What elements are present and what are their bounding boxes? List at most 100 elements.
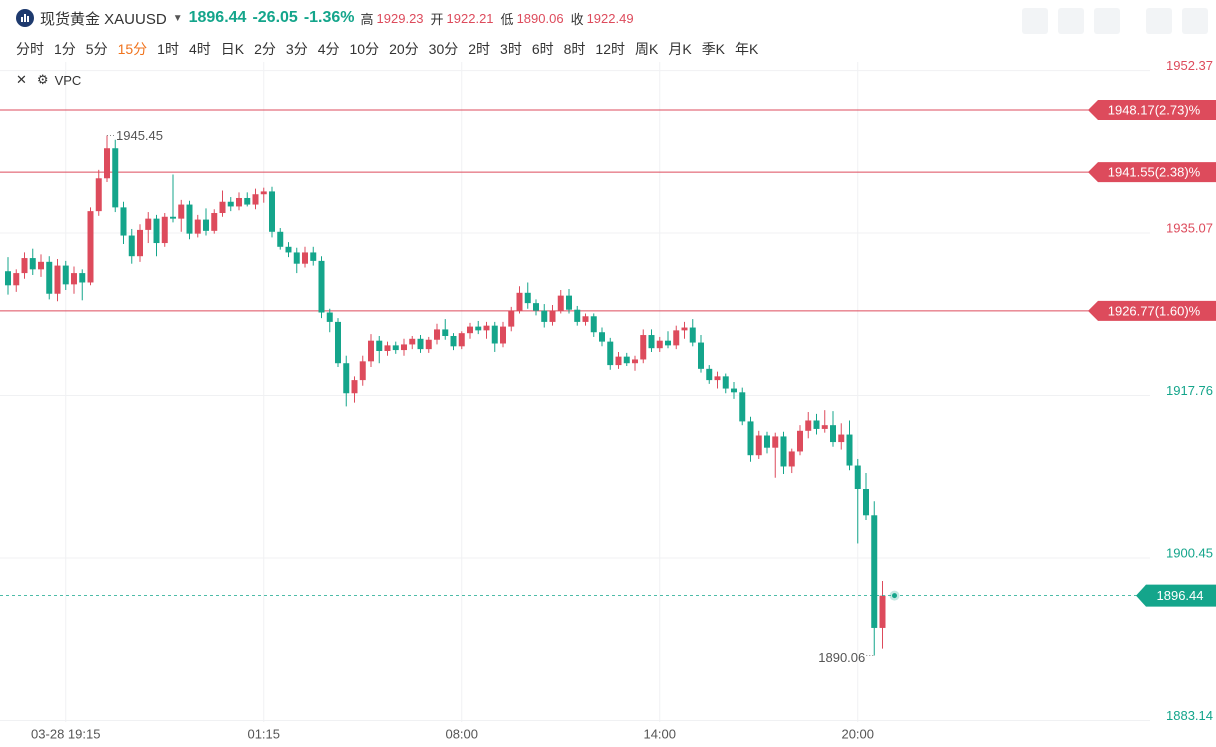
interval-tab[interactable]: 4时	[188, 41, 211, 57]
price-line-tag	[1088, 100, 1216, 121]
high-label: 1945.45	[116, 128, 163, 143]
candle-body	[706, 368, 713, 381]
candle-body	[813, 420, 820, 429]
candle-body	[285, 246, 292, 253]
interval-tab[interactable]: 2时	[468, 41, 491, 57]
candle-body	[788, 451, 795, 467]
x-tick-label: 03-28 19:15	[31, 726, 100, 741]
logo	[16, 9, 34, 27]
candle-body	[343, 363, 350, 394]
stat-value: 1922.49	[586, 10, 634, 26]
interval-tab[interactable]: 4分	[317, 41, 340, 57]
candle-body	[384, 345, 391, 352]
interval-tab[interactable]: 5分	[85, 41, 108, 57]
interval-tab[interactable]: 12时	[595, 41, 625, 57]
candle-body	[71, 273, 77, 285]
interval-tab[interactable]: 月K	[668, 41, 692, 57]
indicator: VPC	[54, 72, 82, 88]
last-price-dot	[892, 593, 897, 599]
change: -26.05	[252, 9, 298, 26]
candle-body	[450, 335, 457, 347]
interval-tab[interactable]: 年K	[735, 41, 759, 57]
icon[interactable]	[1022, 8, 1048, 34]
interval-tab[interactable]: 3分	[285, 41, 308, 57]
candle-body	[236, 197, 242, 207]
icon[interactable]	[1094, 8, 1120, 34]
candle-body	[500, 326, 506, 344]
candle-body	[838, 434, 845, 443]
candle-body	[508, 310, 515, 327]
x-tick-label: 01:15	[247, 726, 280, 741]
x-tick-label: 14:00	[643, 726, 676, 741]
candle-body	[533, 303, 539, 311]
candle-body	[648, 335, 655, 349]
candle-body	[566, 295, 572, 310]
candle-body	[590, 316, 597, 333]
x-tick-label: 20:00	[841, 726, 874, 741]
interval-tab[interactable]: 3时	[500, 41, 522, 57]
interval-tab[interactable]: 20分	[389, 41, 419, 57]
candle-body	[623, 356, 630, 364]
last-price-tag	[1136, 584, 1216, 607]
candle-body	[104, 148, 110, 179]
candle-body	[805, 420, 812, 431]
candle-body	[219, 201, 226, 214]
candle-body	[516, 292, 523, 311]
interval-tab[interactable]: 分时	[16, 41, 44, 57]
title[interactable]: 现货黄金 XAUUSD	[40, 10, 167, 28]
candle-body	[673, 330, 680, 346]
candle-body	[244, 197, 251, 205]
interval-tab[interactable]: 2分	[254, 41, 276, 57]
interval-tab[interactable]: 1时	[157, 41, 179, 57]
candle-body	[359, 361, 366, 381]
icon[interactable]	[1146, 8, 1172, 34]
interval-tab[interactable]: 10分	[349, 41, 380, 57]
y-tick-label: 1883.14	[1166, 708, 1213, 723]
interval-tab[interactable]: 1分	[54, 41, 76, 57]
icon[interactable]	[1058, 8, 1084, 34]
interval-tab[interactable]: 30分	[428, 41, 459, 57]
candle-body	[178, 204, 185, 219]
interval-tab[interactable]: 8时	[563, 41, 586, 57]
stat-label: 高	[360, 11, 374, 27]
candle-body	[252, 194, 259, 205]
candle-body	[211, 213, 218, 231]
candle-body	[863, 489, 869, 516]
icon[interactable]	[1182, 8, 1208, 34]
candle-body	[79, 273, 86, 283]
candle-body	[797, 430, 803, 452]
candle-body	[153, 218, 160, 244]
candle-body	[665, 340, 671, 346]
candle-body	[772, 436, 779, 448]
interval-tab[interactable]: 周K	[635, 41, 659, 57]
candle-body	[475, 326, 482, 331]
candle-body	[434, 329, 440, 340]
candle-body	[425, 339, 432, 350]
close-icon[interactable]: ✕	[16, 72, 27, 87]
settings-icon[interactable]: ⚙	[36, 72, 49, 87]
candle-body	[780, 436, 787, 467]
candle-body	[632, 359, 638, 364]
candle-body	[821, 425, 828, 429]
candle-body	[549, 310, 556, 322]
candle-body	[714, 376, 721, 381]
candle-body	[368, 340, 374, 362]
interval-tab[interactable]: 季K	[701, 41, 726, 57]
candle-body	[417, 338, 424, 350]
candle-body	[318, 260, 325, 313]
candle-body	[871, 515, 878, 628]
interval-tab[interactable]: 6时	[531, 41, 554, 57]
stat-value: 1929.23	[376, 10, 424, 26]
toolbar-icons	[1022, 8, 1208, 34]
interval-tab[interactable]: 日K	[220, 41, 245, 57]
stat-value: 1922.21	[446, 10, 494, 26]
low-label: 1890.06	[818, 650, 865, 665]
candle-body	[95, 178, 102, 212]
candle-body	[392, 345, 399, 351]
y-tick-label: 1900.45	[1166, 545, 1213, 560]
candle-body	[615, 356, 622, 366]
price: 1896.44	[188, 9, 247, 26]
interval-tab[interactable]: 15分	[117, 41, 148, 57]
candle-body	[681, 327, 688, 331]
